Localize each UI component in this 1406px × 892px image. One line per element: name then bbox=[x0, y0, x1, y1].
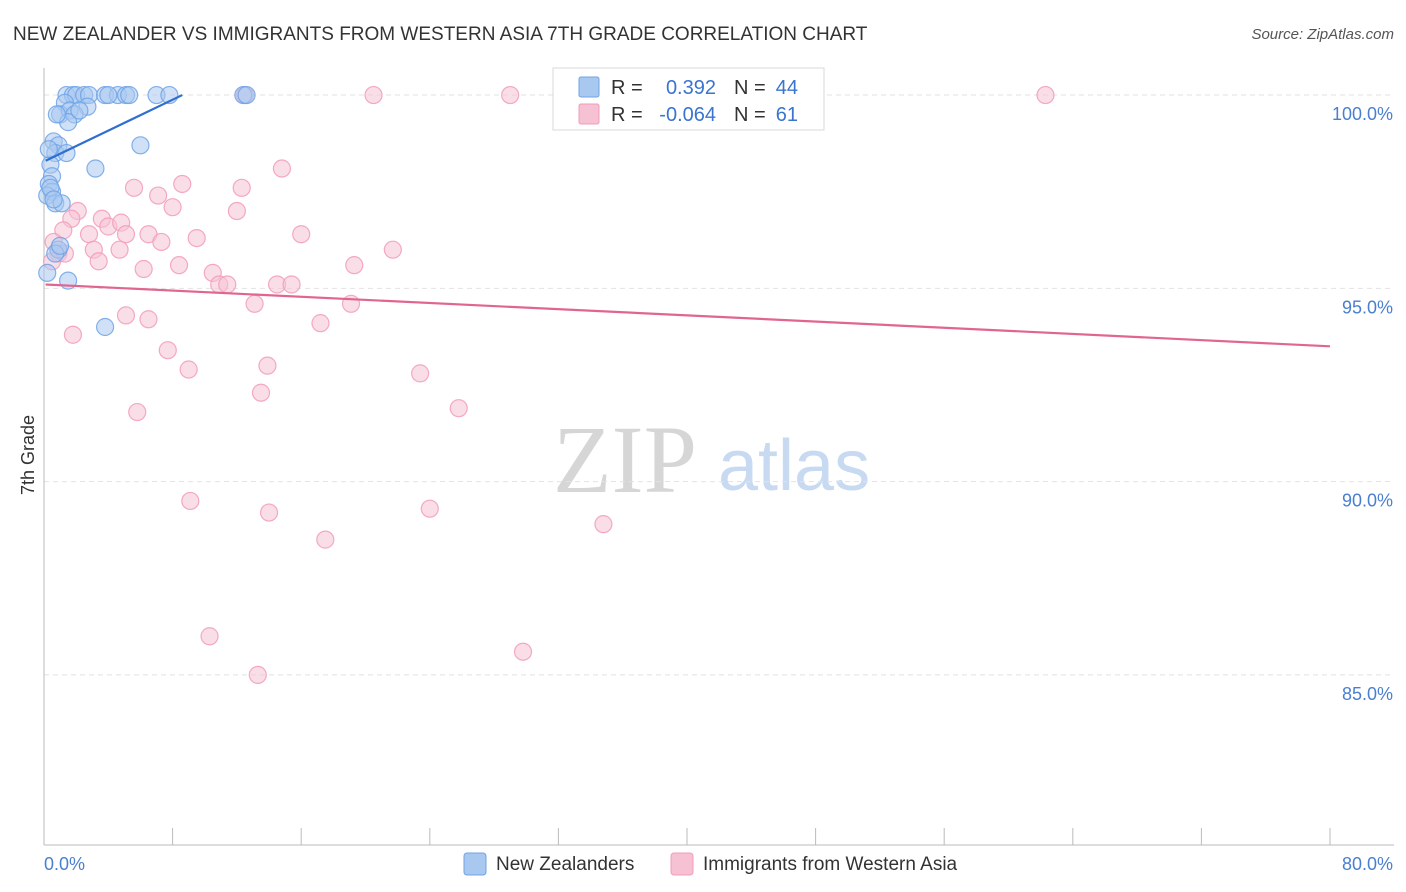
point-western-asia bbox=[149, 186, 168, 205]
x-tick-label-max: 80.0% bbox=[1342, 854, 1393, 874]
stats-n-label-pink: N = bbox=[734, 104, 766, 126]
stats-swatch-blue bbox=[578, 76, 600, 98]
stats-n-label-blue: N = bbox=[734, 77, 766, 99]
point-western-asia bbox=[134, 259, 153, 279]
point-western-asia bbox=[316, 530, 335, 549]
stats-swatch-pink bbox=[578, 103, 600, 125]
point-western-asia bbox=[251, 383, 271, 402]
stats-r-value-pink: -0.064 bbox=[659, 104, 716, 126]
point-western-asia bbox=[449, 399, 468, 418]
y-tick-labels: 100.0% 95.0% 90.0% 85.0% bbox=[1332, 104, 1393, 704]
point-western-asia bbox=[89, 252, 108, 271]
point-western-asia bbox=[1036, 85, 1055, 105]
point-western-asia bbox=[383, 240, 402, 259]
legend: New Zealanders Immigrants from Western A… bbox=[463, 852, 958, 876]
point-western-asia bbox=[179, 360, 198, 379]
stats-n-value-blue: 44 bbox=[776, 77, 798, 99]
point-western-asia bbox=[345, 256, 364, 275]
point-western-asia bbox=[124, 178, 144, 197]
point-western-asia bbox=[163, 198, 182, 217]
point-western-asia bbox=[594, 515, 613, 534]
point-western-asia bbox=[248, 665, 267, 685]
point-new-zealanders bbox=[131, 136, 150, 155]
stats-r-label-pink: R = bbox=[611, 104, 643, 126]
point-western-asia bbox=[169, 256, 189, 275]
point-western-asia bbox=[128, 402, 147, 422]
y-axis-title: 7th Grade bbox=[18, 415, 38, 495]
point-western-asia bbox=[282, 275, 301, 294]
trend-line-western-asia bbox=[45, 283, 1331, 348]
point-new-zealanders bbox=[38, 263, 57, 282]
trend-line-new-zealanders bbox=[45, 94, 183, 162]
stats-n-value-pink: 61 bbox=[776, 104, 798, 126]
point-new-zealanders bbox=[120, 85, 139, 105]
point-western-asia bbox=[110, 240, 129, 259]
point-new-zealanders bbox=[95, 317, 115, 337]
point-new-zealanders bbox=[47, 105, 66, 124]
watermark: ZIP atlas bbox=[553, 406, 870, 513]
stats-box: R = 0.392 N = 44 R = -0.064 N = 61 bbox=[552, 67, 825, 131]
point-western-asia bbox=[513, 642, 533, 661]
x-tick-label-min: 0.0% bbox=[44, 854, 85, 874]
point-western-asia bbox=[232, 178, 251, 197]
point-new-zealanders bbox=[99, 85, 118, 105]
trend-lines bbox=[45, 94, 1331, 348]
source-label: Source: ZipAtlas.com bbox=[1251, 26, 1394, 43]
point-western-asia bbox=[158, 341, 177, 360]
point-western-asia bbox=[420, 499, 439, 518]
stats-r-label-blue: R = bbox=[611, 77, 643, 99]
point-western-asia bbox=[272, 159, 292, 178]
stats-r-value-blue: 0.392 bbox=[666, 77, 716, 99]
point-western-asia bbox=[259, 503, 279, 522]
point-new-zealanders bbox=[86, 159, 105, 178]
point-western-asia bbox=[79, 225, 99, 244]
legend-label-new-zealanders: New Zealanders bbox=[496, 854, 634, 875]
point-western-asia bbox=[218, 275, 237, 294]
legend-swatch-new-zealanders bbox=[463, 852, 487, 876]
point-western-asia bbox=[501, 85, 520, 105]
point-western-asia bbox=[116, 225, 136, 244]
point-western-asia bbox=[173, 174, 192, 194]
point-new-zealanders bbox=[237, 85, 256, 105]
data-points bbox=[38, 85, 1055, 685]
chart-title: NEW ZEALANDER VS IMMIGRANTS FROM WESTERN… bbox=[13, 24, 868, 45]
watermark-zip: ZIP bbox=[553, 406, 697, 513]
point-new-zealanders bbox=[70, 101, 89, 120]
point-western-asia bbox=[200, 627, 219, 646]
point-western-asia bbox=[258, 356, 277, 375]
point-western-asia bbox=[116, 306, 136, 325]
point-western-asia bbox=[311, 314, 330, 333]
y-tick-label-90: 90.0% bbox=[1342, 491, 1393, 511]
point-new-zealanders bbox=[50, 236, 70, 255]
point-western-asia bbox=[63, 325, 83, 344]
point-new-zealanders bbox=[44, 190, 63, 209]
point-western-asia bbox=[364, 85, 383, 105]
point-western-asia bbox=[227, 201, 246, 221]
legend-swatch-western-asia bbox=[670, 852, 694, 876]
point-western-asia bbox=[152, 232, 171, 252]
point-new-zealanders bbox=[39, 140, 58, 159]
legend-label-western-asia: Immigrants from Western Asia bbox=[703, 854, 958, 875]
point-western-asia bbox=[245, 294, 264, 313]
y-tick-label-100: 100.0% bbox=[1332, 104, 1393, 124]
point-western-asia bbox=[292, 225, 311, 244]
point-western-asia bbox=[139, 310, 158, 329]
y-tick-label-95: 95.0% bbox=[1342, 297, 1393, 317]
y-tick-label-85: 85.0% bbox=[1342, 684, 1393, 704]
point-western-asia bbox=[187, 228, 206, 248]
point-western-asia bbox=[181, 491, 200, 511]
watermark-atlas: atlas bbox=[718, 426, 870, 506]
point-western-asia bbox=[411, 364, 430, 383]
